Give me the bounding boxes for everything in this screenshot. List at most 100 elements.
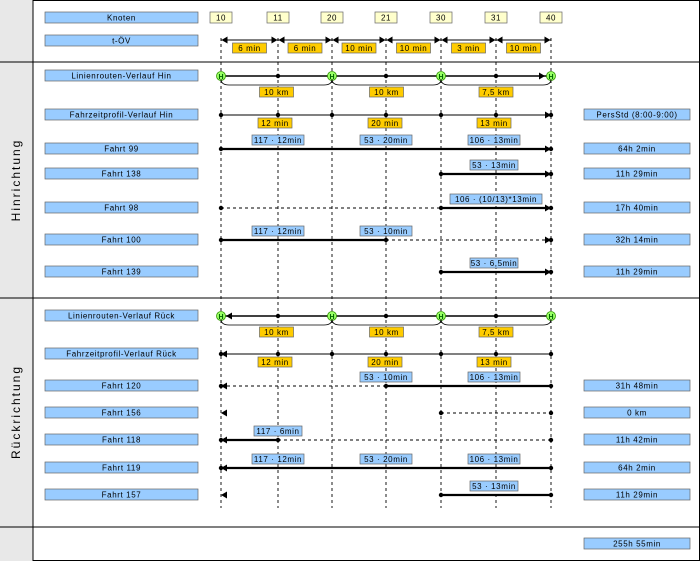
node-dot <box>329 351 335 357</box>
node-40: 40 <box>546 14 556 23</box>
node-40-box <box>539 11 563 24</box>
toev-arrow-l-1 <box>278 36 285 44</box>
stop-h-icon-rueck-3-label: H <box>548 314 553 321</box>
row-label-9: Fahrt 120 <box>102 382 142 391</box>
row-label-2-box <box>44 142 199 155</box>
stop-h-icon-hin-0-label: H <box>218 74 223 81</box>
trip-annotation-2-0: 117 · 12min <box>254 136 302 145</box>
row-label-13-box <box>44 488 199 501</box>
trip-annotation-6-0-box <box>469 257 519 269</box>
trip-annotation-12-0: 117 · 12min <box>254 455 302 464</box>
toev-arrow-r-0 <box>271 36 278 44</box>
row-result-3: 11h 29min <box>616 170 658 179</box>
profile-time-rueck-2: 13 min <box>480 358 508 367</box>
toev-time-1: 6 min <box>294 44 317 53</box>
row-label-7: Linienrouten-Verlauf Rück <box>68 312 175 321</box>
distance-rueck-2-box <box>478 326 514 338</box>
profile-time-rueck-1: 20 min <box>371 358 399 367</box>
row-result-9-box <box>583 379 691 392</box>
node-dot <box>493 112 499 118</box>
trip-node-dot <box>383 237 389 243</box>
route-arrow-hin <box>539 72 545 80</box>
toev-time-0: 6 min <box>238 44 261 53</box>
row-label-7-box <box>44 309 199 322</box>
row-label-8-box <box>44 347 199 360</box>
row-result-13: 11h 29min <box>616 491 658 500</box>
trip-annotation-11-0-box <box>253 425 303 437</box>
stop-h-icon-rueck-0-label: H <box>218 314 223 321</box>
distance-bracket-rueck-2 <box>440 318 552 326</box>
distance-bracket-rueck-1 <box>331 318 442 326</box>
trip-annotation-5-0-box <box>251 225 305 237</box>
knoten-label-box <box>44 11 199 24</box>
node-dot <box>275 313 281 319</box>
row-label-13: Fahrt 157 <box>102 491 142 500</box>
node-dot <box>329 112 335 118</box>
node-30: 30 <box>436 14 446 23</box>
trip-annotation-11-0: 117 · 6min <box>256 427 299 436</box>
trip-annotation-9-1: 106 · 13min <box>470 373 519 382</box>
stop-h-icon-hin-2-label: H <box>438 74 443 81</box>
distance-bracket-hin-2 <box>440 78 552 86</box>
toev-time-3: 10 min <box>400 44 428 53</box>
row-label-10: Fahrt 156 <box>102 409 142 418</box>
trip-node-dot <box>275 437 281 443</box>
distance-hin-0-box <box>259 86 294 98</box>
row-result-11: 11h 42min <box>616 436 658 445</box>
node-10: 10 <box>216 14 226 23</box>
trip-arrow-left <box>221 409 227 417</box>
trip-node-dot <box>438 492 444 498</box>
profile-arrow-rueck <box>221 350 227 358</box>
row-result-11-box <box>583 433 691 446</box>
distance-bracket-hin-1 <box>331 78 442 86</box>
trip-annotation-4-0: 106 · (10/13)*13min <box>455 195 537 204</box>
section-title-hin: Hinrichtung <box>9 139 23 222</box>
trip-arrow-left <box>221 436 227 444</box>
row-result-3-box <box>583 167 691 180</box>
toev-time-5-box <box>506 42 541 54</box>
trip-annotation-2-1: 53 · 20min <box>364 136 408 145</box>
row-label-4: Fahrt 98 <box>104 204 139 213</box>
total-result: 255h 55min <box>613 540 661 549</box>
trip-node-dot <box>438 410 444 416</box>
node-30-box <box>429 11 453 24</box>
trip-annotation-9-1-box <box>467 371 521 383</box>
profile-time-hin-2: 13 min <box>480 119 508 128</box>
toev-time-3-box <box>396 42 431 54</box>
node-31: 31 <box>491 14 501 23</box>
toev-arrow-l-2 <box>332 36 339 44</box>
trip-annotation-5-0: 117 · 12min <box>254 227 302 236</box>
node-11: 11 <box>273 14 283 23</box>
row-result-1-box <box>583 108 691 121</box>
node-dot <box>493 73 499 79</box>
row-result-13-box <box>583 488 691 501</box>
row-label-3-box <box>44 167 199 180</box>
knoten-label: Knoten <box>107 14 136 23</box>
trip-annotation-3-0: 53 · 13min <box>472 161 516 170</box>
node-31-box <box>484 11 508 24</box>
distance-hin-2-box <box>478 86 514 98</box>
row-result-5: 32h 14min <box>616 236 659 245</box>
trip-annotation-4-0-box <box>449 193 543 205</box>
row-result-2: 64h 2min <box>618 145 656 154</box>
row-label-1: Fahrzeitprofil-Verlauf Hin <box>70 111 174 120</box>
trip-annotation-2-0-box <box>251 134 305 146</box>
node-dot <box>383 73 389 79</box>
trip-annotation-12-2: 106 · 13min <box>470 455 519 464</box>
node-11-box <box>266 11 290 24</box>
node-dot <box>275 73 281 79</box>
trip-annotation-2-1-box <box>359 134 413 146</box>
trip-annotation-2-2-box <box>467 134 521 146</box>
toev-arrow-r-5 <box>544 36 551 44</box>
distance-hin-1: 10 km <box>374 88 399 97</box>
node-dot <box>275 351 281 357</box>
trip-arrow-right <box>545 145 551 153</box>
node-dot <box>383 313 389 319</box>
trip-node-dot <box>218 146 224 152</box>
trip-node-dot <box>548 437 554 443</box>
trip-node-dot <box>548 465 554 471</box>
toev-arrow-l-5 <box>496 36 503 44</box>
